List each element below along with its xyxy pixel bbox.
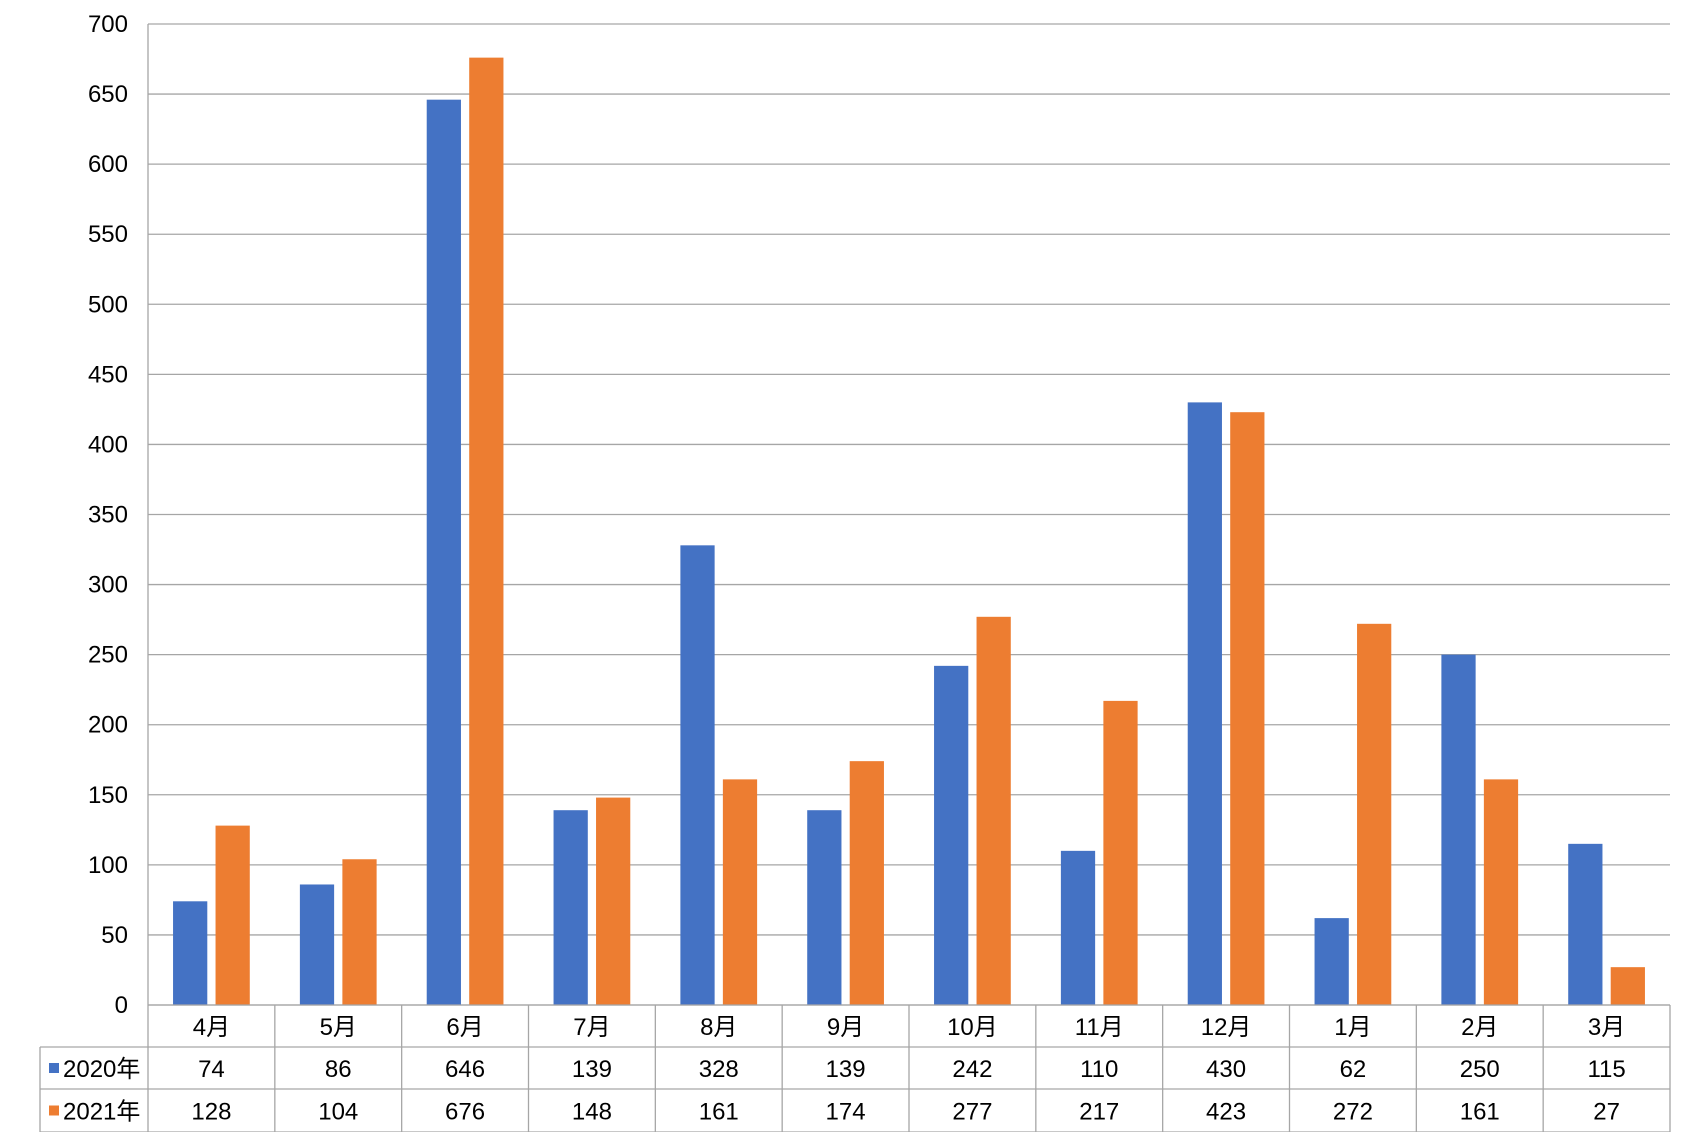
bar-series-1 — [934, 665, 969, 1005]
bar-series-1 — [553, 810, 588, 1005]
data-table: 4月 5月 6月 7月 8月 9月 10月 11月 12月 1月 2月 3月 2020年 74 86 646 1… — [39, 1004, 1671, 1132]
category-label: 4月 — [193, 1014, 230, 1041]
y-tick-label: 550 — [88, 221, 128, 248]
bar-series-2 — [849, 761, 884, 1005]
category-label: 10月 — [947, 1014, 998, 1041]
data-label: 242 — [952, 1056, 992, 1083]
data-label: 139 — [572, 1056, 612, 1083]
data-label: 272 — [1333, 1099, 1373, 1126]
y-tick-label: 450 — [88, 361, 128, 388]
bar-series-1 — [1441, 654, 1476, 1005]
bar-series-1 — [1314, 918, 1349, 1005]
legend-key-series-2 — [49, 1105, 59, 1116]
data-label: 128 — [191, 1099, 231, 1126]
bar-series-1 — [1568, 843, 1603, 1005]
category-label: 2月 — [1461, 1014, 1498, 1041]
bar-series-1 — [1060, 850, 1096, 1005]
data-label: 174 — [826, 1099, 866, 1126]
y-tick-label: 100 — [88, 852, 128, 879]
y-tick-label: 50 — [101, 922, 128, 949]
data-label: 250 — [1460, 1056, 1500, 1083]
legend-label: 2020年 — [63, 1056, 140, 1083]
category-label: 1月 — [1334, 1014, 1371, 1041]
bar-series-2 — [722, 779, 758, 1005]
category-label: 11月 — [1075, 1014, 1124, 1041]
y-tick-label: 500 — [88, 291, 128, 318]
bar-series-2 — [215, 825, 250, 1005]
data-label: 277 — [952, 1099, 992, 1126]
bar-series-2 — [596, 797, 631, 1005]
data-label: 86 — [325, 1056, 352, 1083]
bar-series-2 — [1483, 779, 1519, 1005]
data-label: 161 — [1460, 1099, 1500, 1126]
legend-key-series-1 — [49, 1063, 59, 1073]
data-label: 676 — [445, 1099, 485, 1126]
data-label: 328 — [699, 1056, 739, 1083]
data-label: 104 — [318, 1099, 358, 1126]
category-label: 8月 — [700, 1014, 737, 1041]
y-tick-label: 250 — [88, 642, 128, 669]
data-label: 161 — [699, 1099, 739, 1126]
y-tick-label: 150 — [88, 782, 128, 809]
data-label: 62 — [1340, 1056, 1367, 1083]
y-tick-label: 650 — [88, 81, 128, 108]
y-tick-label: 0 — [115, 992, 128, 1019]
bar-series-1 — [426, 99, 461, 1006]
data-label: 139 — [826, 1056, 866, 1083]
bar-series-2 — [1103, 700, 1138, 1005]
bar-series-2 — [1357, 623, 1392, 1005]
category-label: 5月 — [320, 1014, 357, 1041]
bar-series-1 — [680, 545, 715, 1005]
bars — [173, 57, 1645, 1006]
y-tick-label: 700 — [88, 11, 128, 38]
data-label: 74 — [198, 1056, 225, 1083]
bar-series-2 — [342, 859, 377, 1005]
y-tick-label: 400 — [88, 431, 128, 458]
category-label: 9月 — [827, 1014, 864, 1041]
y-tick-label: 300 — [88, 572, 128, 599]
bar-series-2 — [469, 57, 504, 1006]
data-label: 646 — [445, 1056, 485, 1083]
bar-series-1 — [299, 884, 335, 1005]
data-label: 430 — [1206, 1056, 1246, 1083]
bar-series-1 — [807, 810, 842, 1005]
data-label: 148 — [572, 1099, 612, 1126]
bar-series-2 — [1610, 967, 1645, 1005]
category-label: 3月 — [1588, 1014, 1625, 1041]
y-tick-label: 350 — [88, 502, 128, 529]
data-label: 27 — [1593, 1099, 1620, 1126]
legend-label: 2021年 — [63, 1099, 140, 1126]
bar-series-1 — [1187, 402, 1222, 1005]
y-tick-label: 600 — [88, 151, 128, 178]
data-label: 423 — [1206, 1099, 1246, 1126]
category-label: 6月 — [446, 1014, 483, 1041]
category-label: 12月 — [1201, 1014, 1252, 1041]
bar-series-2 — [976, 616, 1011, 1005]
gridlines — [148, 23, 1670, 1006]
data-label: 110 — [1080, 1056, 1118, 1083]
data-label: 217 — [1079, 1099, 1119, 1126]
y-tick-label: 200 — [88, 712, 128, 739]
y-axis: 0 50 100 150 200 250 300 350 400 450 500 550 600 650 7… — [88, 11, 149, 1019]
category-label: 7月 — [573, 1014, 610, 1041]
bar-series-1 — [173, 901, 208, 1005]
data-label: 115 — [1587, 1056, 1625, 1083]
bar-series-2 — [1230, 412, 1265, 1006]
